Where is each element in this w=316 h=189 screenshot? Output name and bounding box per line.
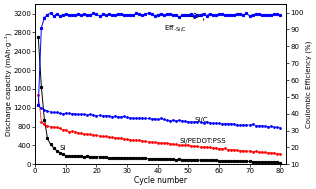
Text: Eff.$_{\mathregular{Si/C}}$: Eff.$_{\mathregular{Si/C}}$	[164, 23, 187, 33]
Text: Si/C: Si/C	[194, 117, 208, 122]
X-axis label: Cycle number: Cycle number	[134, 176, 187, 185]
Text: Si: Si	[60, 145, 66, 151]
Y-axis label: Coulombic Efficiency (%): Coulombic Efficiency (%)	[305, 40, 312, 128]
Text: Si/PEDOT:PSS: Si/PEDOT:PSS	[179, 138, 226, 144]
Y-axis label: Discharge capacity (mAh·g⁻¹): Discharge capacity (mAh·g⁻¹)	[4, 33, 12, 136]
